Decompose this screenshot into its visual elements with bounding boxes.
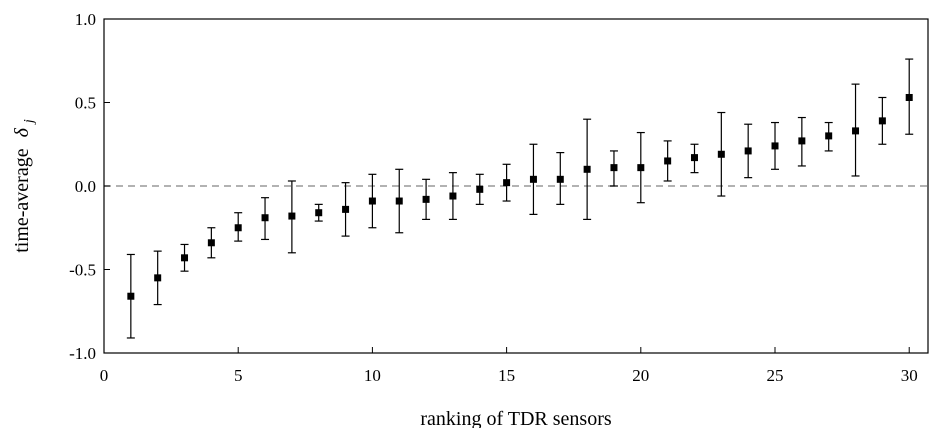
y-axis-title-symbol: δ xyxy=(11,127,33,137)
data-point-marker xyxy=(395,197,403,205)
data-point-marker xyxy=(664,157,672,165)
data-point-group xyxy=(395,168,404,234)
data-point-group xyxy=(824,121,833,152)
y-tick-label: 1.0 xyxy=(75,10,96,29)
data-point-group xyxy=(153,250,162,306)
data-point-marker xyxy=(449,192,457,200)
data-point-group xyxy=(583,118,592,220)
y-axis-ticks: 1.0 0.5 0.0 -0.5 -1.0 xyxy=(69,10,110,363)
y-tick-label: -1.0 xyxy=(69,344,96,363)
x-axis-title: ranking of TDR sensors xyxy=(420,408,611,428)
x-tick-label: 5 xyxy=(234,366,243,385)
data-point-group xyxy=(207,227,216,259)
data-point-marker xyxy=(503,179,511,187)
data-point-group xyxy=(502,163,511,202)
data-point-group xyxy=(422,178,431,220)
data-point-group xyxy=(475,173,484,205)
data-point-group xyxy=(905,58,914,135)
data-point-marker xyxy=(342,205,350,213)
x-tick-label: 15 xyxy=(498,366,515,385)
x-tick-label: 10 xyxy=(364,366,381,385)
data-point-group xyxy=(556,152,565,205)
data-point-group xyxy=(609,150,618,187)
data-point-marker xyxy=(637,164,645,172)
data-point-group xyxy=(287,180,296,254)
data-point-group xyxy=(126,253,135,339)
x-axis-ticks: 0 5 10 15 20 25 30 xyxy=(100,347,918,385)
data-point-group xyxy=(690,143,699,174)
data-point-marker xyxy=(744,147,752,155)
data-point-marker xyxy=(529,175,537,183)
data-point-group xyxy=(368,173,377,229)
data-point-group xyxy=(851,83,860,177)
data-point-marker xyxy=(878,117,886,125)
data-point-marker xyxy=(422,195,430,203)
data-point-group xyxy=(878,96,887,145)
data-point-group xyxy=(717,111,726,197)
data-point-marker xyxy=(315,209,323,217)
data-point-group xyxy=(663,140,672,182)
y-axis-title: time-average δ j xyxy=(11,119,37,253)
y-tick-label: 0.0 xyxy=(75,177,96,196)
x-tick-label: 0 xyxy=(100,366,109,385)
data-point-marker xyxy=(476,185,484,193)
data-point-marker xyxy=(154,274,162,282)
data-point-group xyxy=(234,212,243,242)
data-point-marker xyxy=(583,165,591,173)
data-point-group xyxy=(448,172,457,220)
data-point-group xyxy=(744,123,753,179)
y-tick-label: 0.5 xyxy=(75,94,96,113)
data-point-marker xyxy=(825,132,833,140)
data-point-marker xyxy=(234,224,242,232)
data-point-marker xyxy=(261,214,269,222)
data-point-marker xyxy=(905,93,913,101)
data-point-marker xyxy=(368,197,376,205)
data-point-marker xyxy=(207,239,215,247)
data-point-marker xyxy=(798,137,806,145)
data-point-marker xyxy=(852,127,860,135)
data-point-group xyxy=(529,143,538,215)
data-point-marker xyxy=(288,212,296,220)
x-tick-label: 25 xyxy=(767,366,784,385)
data-point-marker xyxy=(771,142,779,150)
data-points-layer xyxy=(126,58,914,339)
data-point-group xyxy=(797,116,806,167)
x-tick-label: 30 xyxy=(901,366,918,385)
data-point-marker xyxy=(181,254,189,262)
data-point-group xyxy=(180,243,189,272)
data-point-marker xyxy=(690,154,698,162)
data-point-group xyxy=(636,131,645,204)
data-point-marker xyxy=(610,164,618,172)
data-point-group xyxy=(341,182,350,237)
data-point-group xyxy=(771,121,780,170)
y-axis-title-subscript: j xyxy=(22,119,37,125)
data-point-marker xyxy=(717,150,725,158)
y-axis-title-text: time-average xyxy=(11,148,33,252)
x-tick-label: 20 xyxy=(632,366,649,385)
data-point-group xyxy=(261,197,270,241)
data-point-marker xyxy=(127,292,135,300)
y-tick-label: -0.5 xyxy=(69,261,96,280)
data-point-marker xyxy=(556,175,564,183)
data-point-group xyxy=(314,203,323,222)
